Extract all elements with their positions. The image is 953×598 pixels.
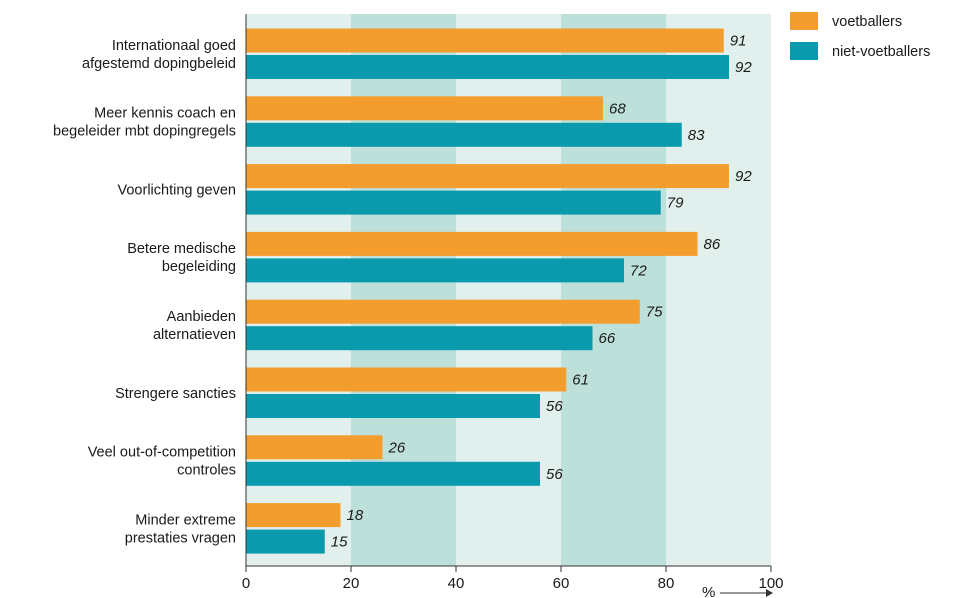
bar-voetballers [246, 435, 383, 460]
category-label: Meer kennis coach en begeleider mbt dopin… [53, 106, 236, 140]
category-label: Betere medische begeleiding [127, 241, 236, 275]
x-unit-label: % [702, 584, 715, 598]
bar-voetballers [246, 503, 341, 528]
legend: voetballers niet-voetballers [790, 12, 930, 60]
category-label-line: prestaties vragen [125, 530, 236, 546]
category-label: Veel out-of-competition controles [88, 445, 236, 479]
bar-voetballers [246, 28, 724, 53]
x-tick-label: 100 [758, 575, 783, 592]
bar-niet-voetballers [246, 394, 540, 418]
bar-voetballers [246, 299, 640, 324]
bar-niet-voetballers [246, 461, 540, 486]
value-label: 26 [388, 439, 406, 456]
value-label: 92 [735, 59, 752, 76]
category-label: Aanbieden alternatieven [153, 309, 236, 343]
bar-niet-voetballers [246, 258, 624, 283]
value-label: 86 [704, 236, 721, 253]
value-label: 61 [572, 372, 589, 389]
category-label-line: Veel out-of-competition [88, 445, 236, 461]
value-label: 72 [630, 262, 647, 279]
legend-swatch [790, 42, 818, 60]
value-label: 75 [646, 304, 663, 321]
bar-niet-voetballers [246, 529, 325, 554]
bars [246, 28, 729, 554]
bar-voetballers [246, 367, 567, 392]
bar-voetballers [246, 96, 603, 121]
x-axis: 0 20 40 60 80 100% [242, 14, 784, 598]
category-label-line: begeleider mbt dopingregels [53, 124, 236, 140]
value-label: 56 [546, 398, 563, 415]
category-label: Internationaal goed afgestemd dopingbelei… [82, 38, 236, 72]
bar-niet-voetballers [246, 190, 661, 215]
x-unit-arrowhead [766, 589, 773, 597]
value-label: 18 [347, 507, 364, 524]
legend-label: voetballers [832, 14, 902, 30]
value-label: 91 [730, 33, 747, 50]
category-label-line: Strengere sancties [115, 386, 236, 402]
category-label-line: Aanbieden [167, 309, 236, 325]
x-tick-label: 60 [553, 575, 570, 592]
category-label-line: Meer kennis coach en [94, 106, 236, 122]
value-label: 83 [688, 127, 705, 144]
value-label: 79 [667, 195, 684, 212]
bar-niet-voetballers [246, 55, 729, 79]
value-label: 66 [599, 330, 616, 347]
x-tick-label: 20 [343, 575, 360, 592]
background-band [666, 14, 771, 566]
category-labels: Internationaal goed afgestemd dopingbelei… [53, 38, 236, 547]
category-label-line: Internationaal goed [112, 38, 236, 54]
bar-voetballers [246, 231, 698, 256]
bar-niet-voetballers [246, 122, 682, 147]
value-label: 92 [735, 168, 752, 185]
category-label-line: controles [177, 463, 236, 479]
value-label: 68 [609, 100, 626, 117]
category-label: Minder extreme prestaties vragen [125, 512, 236, 546]
value-labels: 91 92 68 83 92 79 86 72 75 66 61 56 26 56 18 15 [331, 33, 753, 551]
bar-voetballers [246, 164, 729, 189]
value-label: 56 [546, 466, 563, 483]
category-label-line: alternatieven [153, 327, 236, 343]
category-label-line: begeleiding [162, 259, 236, 275]
x-tick-label: 40 [448, 575, 465, 592]
category-label: Voorlichting geven [118, 182, 237, 198]
x-tick-label: 0 [242, 575, 250, 592]
legend-swatch [790, 12, 818, 30]
category-label: Strengere sancties [115, 386, 236, 402]
category-label-line: Betere medische [127, 241, 236, 257]
category-label-line: Minder extreme [135, 512, 236, 528]
value-label: 15 [331, 534, 348, 551]
category-label-line: afgestemd dopingbeleid [82, 56, 236, 72]
x-tick-label: 80 [658, 575, 675, 592]
category-label-line: Voorlichting geven [118, 182, 237, 198]
bar-niet-voetballers [246, 326, 593, 351]
legend-label: niet-voetballers [832, 44, 930, 60]
